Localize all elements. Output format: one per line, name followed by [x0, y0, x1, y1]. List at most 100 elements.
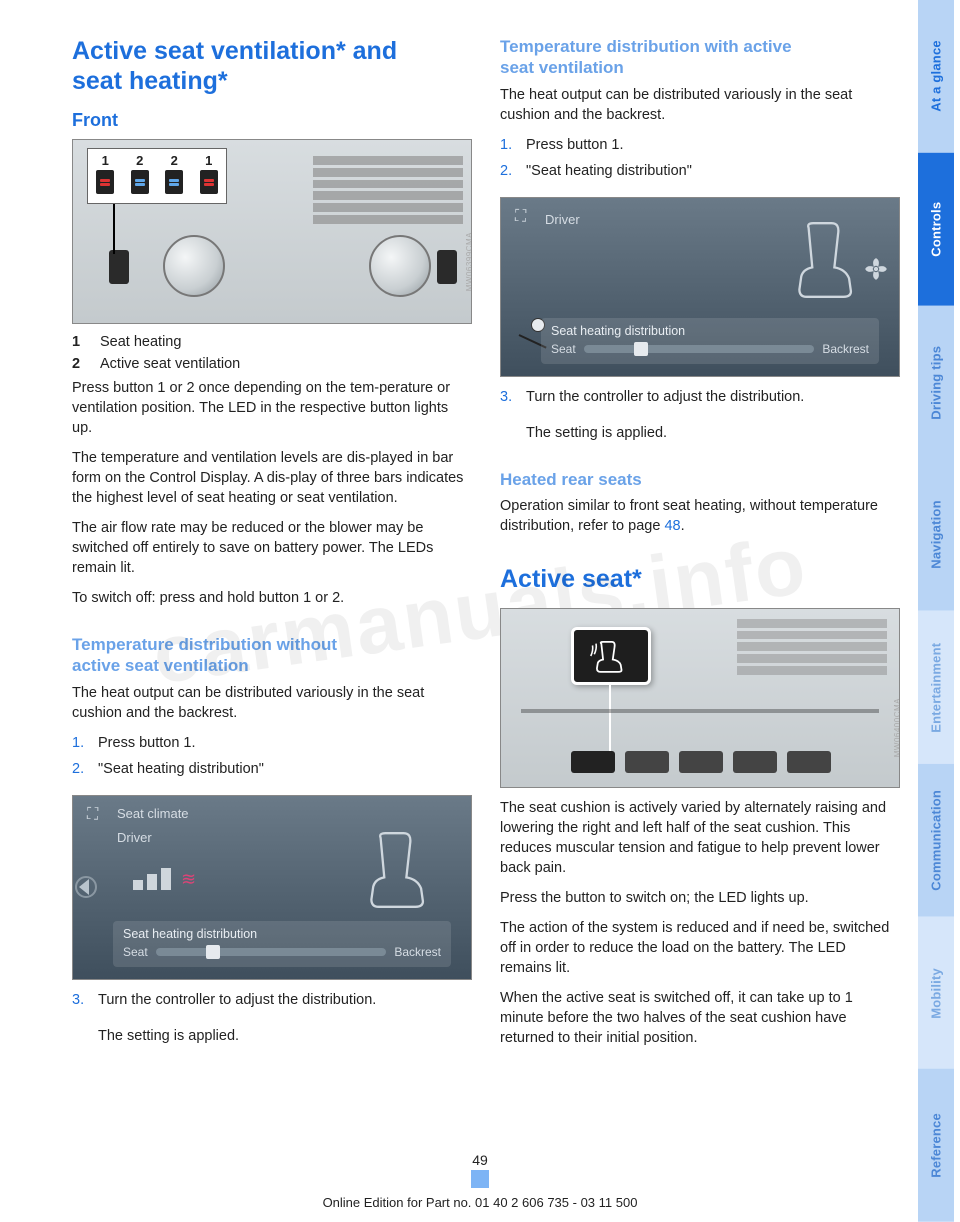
page-number-bar-icon	[471, 1170, 489, 1188]
figure-screen-seat-heating: ⛶ Driver Seat heating distribution Seat …	[500, 197, 900, 377]
body-text: Press button 1 or 2 once depending on th…	[72, 378, 472, 438]
tab-controls[interactable]: Controls	[918, 153, 954, 306]
screen-driver-label: Driver	[117, 830, 152, 845]
slider-right-label: Backrest	[822, 342, 869, 356]
slider-left-label: Seat	[551, 342, 576, 356]
knob-right-icon	[369, 235, 431, 297]
active-seat-button-icon	[571, 627, 651, 685]
seat-vent-button-icon	[131, 170, 149, 194]
slider-thumb-icon	[206, 945, 220, 959]
figure-ref-code: MW06399CMA	[465, 232, 473, 291]
seat-vent-button-icon	[165, 170, 183, 194]
step-num: 3.	[72, 990, 84, 1010]
fan-icon	[863, 256, 889, 282]
body-text: Press the button to switch on; the LED l…	[500, 888, 900, 908]
step-text: Turn the controller to adjust the distri…	[98, 992, 376, 1008]
subheading-temp-dist-with: Temperature distribution with active sea…	[500, 36, 900, 79]
figure-ref-code: MW06400CMA	[893, 698, 901, 757]
dash-button-icon	[571, 751, 615, 773]
tab-navigation[interactable]: Navigation	[918, 458, 954, 611]
callout-2-left: 2	[131, 153, 149, 194]
seat-small-icon: ⛶	[515, 208, 526, 226]
screen-title: Seat climate	[117, 806, 189, 821]
step-text: Press button 1.	[98, 735, 196, 751]
screen-slider-row: Seat Backrest	[551, 342, 869, 356]
arrow-left-icon	[79, 879, 89, 895]
screen-bottom-bar: Seat heating distribution Seat Backrest	[113, 921, 451, 967]
step-sub-text: The setting is applied.	[500, 423, 900, 443]
screen-driver-label: Driver	[545, 212, 580, 227]
tab-driving-tips[interactable]: Driving tips	[918, 306, 954, 459]
slider-right-label: Backrest	[394, 945, 441, 959]
seat-heat-button-icon	[96, 170, 114, 194]
body-text: Operation similar to front seat heating,…	[500, 496, 900, 536]
seat-heat-button-icon	[200, 170, 218, 194]
tab-at-a-glance[interactable]: At a glance	[918, 0, 954, 153]
step-text: Press button 1.	[526, 137, 624, 153]
callout-num: 1	[102, 153, 109, 168]
step-sub-text: The setting is applied.	[72, 1026, 472, 1046]
tab-communication[interactable]: Communication	[918, 764, 954, 917]
legend-text: Active seat ventilation	[100, 356, 240, 372]
list-item: 3. Turn the controller to adjust the dist…	[72, 990, 472, 1010]
right-column: Temperature distribution with active sea…	[500, 36, 900, 1202]
figure-dashboard-front: 1 2 2 1 M	[72, 139, 472, 324]
dash-button-icon	[787, 751, 831, 773]
step-list: 1.Press button 1. 2."Seat heating distri…	[72, 733, 472, 785]
tab-mobility[interactable]: Mobility	[918, 917, 954, 1070]
subheading-line: Temperature distribution with active	[500, 37, 792, 56]
callout-num: 1	[205, 153, 212, 168]
heading-front: Front	[72, 110, 472, 131]
subheading-temp-dist-without: Temperature distribution without active …	[72, 634, 472, 677]
callout-line-icon	[609, 683, 611, 753]
body-text: The heat output can be distributed vario…	[500, 85, 900, 125]
screen-bottom-label: Seat heating distribution	[551, 324, 869, 338]
subheading-line: Temperature distribution without	[72, 635, 337, 654]
body-text-span: .	[681, 518, 685, 534]
subheading-heated-rear: Heated rear seats	[500, 469, 900, 490]
page: carmanuals.info Active seat ventilation*…	[0, 0, 960, 1222]
knob-left-icon	[163, 235, 225, 297]
body-text: The action of the system is reduced and …	[500, 918, 900, 978]
body-text-span: Operation similar to front seat heating,…	[500, 498, 878, 534]
heading-line1: Active seat ventilation* and	[72, 37, 397, 65]
list-item: 2. "Seat heating distribution"	[72, 759, 472, 779]
tab-entertainment[interactable]: Entertainment	[918, 611, 954, 764]
callout-1-left: 1	[96, 153, 114, 194]
step-num: 2.	[72, 759, 84, 779]
callout-line-icon	[113, 204, 115, 254]
step-num: 2.	[500, 161, 512, 181]
body-text: The heat output can be distributed vario…	[72, 683, 472, 723]
step-text: Turn the controller to adjust the distri…	[526, 389, 804, 405]
heading-main: Active seat ventilation* and seat heatin…	[72, 36, 472, 96]
callout-1-right: 1	[200, 153, 218, 194]
callout-box: 1 2 2 1	[87, 148, 227, 204]
cd-slot-icon	[521, 709, 879, 713]
seat-button-right-icon	[437, 250, 457, 284]
seat-outline-icon	[781, 214, 873, 306]
side-tabs: At a glance Controls Driving tips Naviga…	[918, 0, 954, 1222]
screen-slider-row: Seat Backrest	[123, 945, 441, 959]
page-link[interactable]: 48	[664, 518, 680, 534]
figure-screen-seat-climate: ⛶ Seat climate Driver ≋ Seat heating dis…	[72, 795, 472, 980]
callout-2-right: 2	[165, 153, 183, 194]
list-item: 2."Seat heating distribution"	[500, 161, 900, 181]
slider-track-icon	[584, 345, 815, 353]
callout-num: 2	[171, 153, 178, 168]
seat-small-icon: ⛶	[87, 806, 98, 824]
step-text: "Seat heating distribution"	[98, 761, 264, 777]
slider-thumb-icon	[634, 342, 648, 356]
step-num: 1.	[500, 135, 512, 155]
footer-text: Online Edition for Part no. 01 40 2 606 …	[0, 1195, 960, 1210]
legend-text: Seat heating	[100, 334, 181, 350]
step-list: 1. Press button 1. 2."Seat heating distri…	[500, 135, 900, 187]
heat-waves-icon: ≋	[181, 869, 196, 890]
seat-outline-icon	[353, 824, 445, 916]
screen-bottom-bar: Seat heating distribution Seat Backrest	[541, 318, 879, 364]
vent-grill-icon	[313, 156, 463, 224]
slider-track-icon	[156, 948, 387, 956]
step-num: 3.	[500, 387, 512, 407]
page-number-box: 49	[471, 1152, 489, 1188]
legend-row-2: 2 Active seat ventilation	[72, 356, 472, 372]
legend-row-1: 1 Seat heating	[72, 334, 472, 350]
